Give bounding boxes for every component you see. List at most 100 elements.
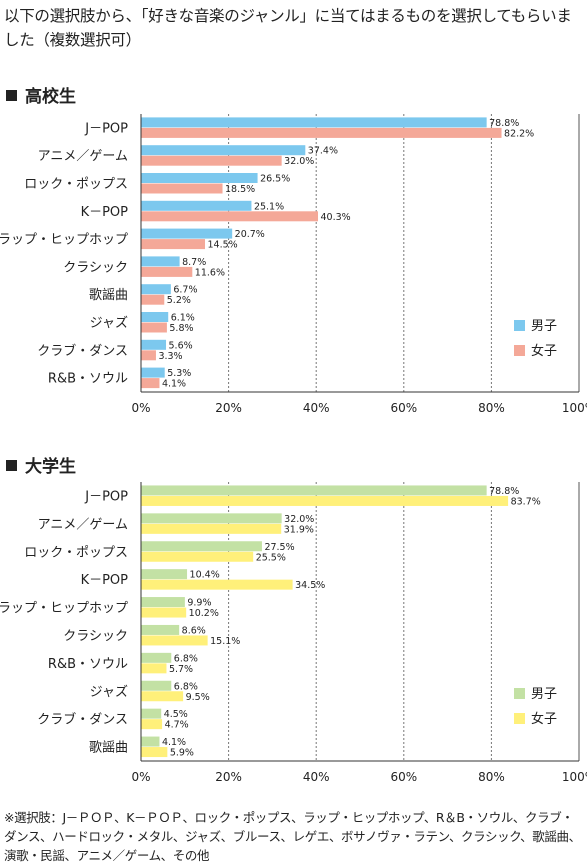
data-label: 10.2% [189,608,219,619]
bar [141,228,233,239]
category-label: クラブ・ダンス [37,343,128,359]
bar [141,200,252,211]
data-label: 78.8% [489,118,519,129]
data-label: 9.5% [186,692,210,703]
category-label: J－POP [84,121,128,136]
bar [141,747,168,758]
legend-label: 女子 [531,711,557,727]
data-label: 6.8% [174,681,198,692]
legend-swatch [514,345,525,356]
data-label: 34.5% [295,580,325,591]
x-tick-label: 0% [131,770,150,784]
category-label: ラップ・ヒップホップ [0,233,128,248]
bar [141,211,319,222]
square-bullet-icon [6,90,17,101]
bar [141,339,167,350]
data-label: 10.4% [190,570,220,581]
data-label: 4.5% [164,709,188,720]
bar [141,708,162,719]
x-tick-label: 60% [390,401,417,415]
bar [141,652,172,663]
data-label: 5.9% [170,748,194,759]
data-label: 6.8% [174,653,198,664]
bar [141,117,487,128]
chart-title-high-school: 高校生 [6,82,76,107]
bar [141,495,509,506]
category-label: 歌謡曲 [89,740,128,756]
data-label: 14.5% [208,240,238,251]
data-label: 40.3% [321,212,351,223]
bar [141,322,167,333]
legend-swatch [514,320,525,331]
category-label: R&B・ソウル [48,657,128,672]
data-label: 8.6% [182,625,206,636]
bar [141,635,208,646]
data-label: 6.1% [171,313,195,324]
data-label: 11.6% [195,267,225,278]
x-tick-label: 100% [562,401,587,415]
bar [141,239,206,250]
bar [141,155,282,166]
data-label: 25.5% [256,552,286,563]
legend-swatch [514,713,525,724]
bar [141,523,282,534]
data-label: 27.5% [264,542,294,553]
data-label: 26.5% [260,174,290,185]
category-label: R&B・ソウル [48,372,128,387]
data-label: 3.3% [158,351,182,362]
bar [141,551,254,562]
data-label: 83.7% [511,496,541,507]
bar [141,569,188,580]
bar [141,541,262,552]
data-label: 8.7% [182,257,206,268]
x-tick-label: 100% [562,770,587,784]
x-tick-label: 20% [215,770,242,784]
category-label: クラブ・ダンス [37,712,128,728]
x-tick-label: 20% [215,401,242,415]
bar [141,579,293,590]
bar [141,691,184,702]
bar [141,485,487,496]
data-label: 32.0% [284,514,314,525]
x-tick-label: 40% [303,770,330,784]
data-label: 5.3% [167,368,191,379]
data-label: 82.2% [504,128,534,139]
bar [141,266,193,277]
legend-label: 男子 [531,687,557,702]
square-bullet-icon [6,460,17,471]
data-label: 25.1% [254,201,284,212]
data-label: 20.7% [235,229,265,240]
footnote: ※選択肢：J－ＰＯＰ、K－ＰＯＰ、ロック・ポップス、ラップ・ヒップホップ、R＆B… [4,810,581,863]
data-label: 9.9% [187,598,211,609]
category-label: K－POP [81,205,129,220]
data-label: 5.8% [169,323,193,334]
bar [141,719,163,730]
x-tick-label: 80% [478,401,505,415]
chart-title-university: 大学生 [6,452,76,477]
bar [141,367,165,378]
bar [141,284,171,295]
bar [141,127,502,138]
bar [141,607,187,618]
data-label: 4.1% [162,737,186,748]
bar [141,736,160,747]
data-label: 5.6% [169,340,193,351]
bar [141,350,156,361]
data-label: 32.0% [284,156,314,167]
data-label: 5.7% [169,664,193,675]
bar [141,312,169,322]
bar [141,624,180,635]
bar [141,378,160,389]
category-label: ロック・ポップス [24,545,128,560]
category-label: ジャズ [90,315,128,331]
bar [141,663,167,674]
data-label: 4.1% [162,379,186,390]
legend-swatch [514,688,525,699]
x-tick-label: 80% [478,770,505,784]
data-label: 78.8% [489,486,519,497]
chart-title-high-school-text: 高校生 [25,87,76,107]
bar [141,597,185,608]
category-label: アニメ／ゲーム [38,149,128,164]
